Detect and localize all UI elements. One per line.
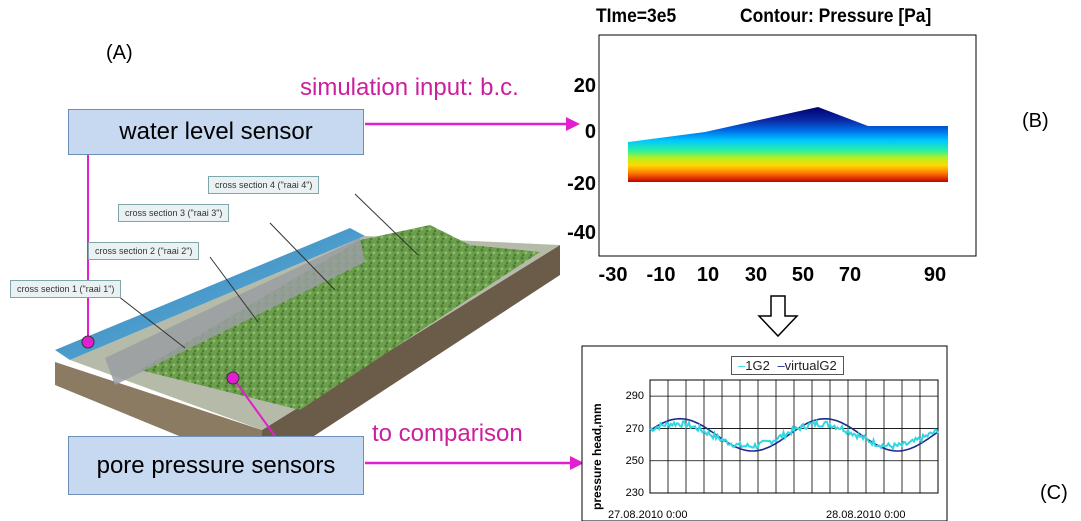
sim-y-tick: -40 [567,222,596,244]
cs1-leader [117,295,186,349]
cs3-leader [269,222,336,291]
chart-y-tick: 270 [625,423,644,435]
simulation-time-title: TIme=3e5 [596,6,677,27]
sim-x-tick: 50 [791,264,815,286]
pore-pressure-sensors-box: pore pressure sensors [68,436,364,495]
sim-x-tick: -10 [646,264,676,286]
cross-section-1-label: cross section 1 ("raai 1") [10,280,122,298]
chart-lines [649,417,939,452]
sim-y-tick: 0 [584,121,596,143]
legend-item-virtualg2: virtualG2 [784,358,837,373]
revetment [105,238,365,385]
sim-y-tick: -20 [567,173,596,195]
down-arrow [757,295,799,338]
chart-legend: –1G2 –virtualG2 [731,356,844,375]
legend-marker-virtualg2: – [777,358,785,373]
simulation-input-label: simulation input: b.c. [300,74,519,101]
series-1g2 [649,418,939,451]
chart-x-tick: 28.08.2010 0:00 [826,509,906,521]
pressure-contour [628,107,948,182]
sim-x-tick: 70 [838,264,862,286]
input-arrow-head [566,117,580,131]
cross-section-3-label: cross section 3 ("raai 3") [118,204,230,222]
cross-section-2-label: cross section 2 ("raai 2") [88,242,200,260]
compare-arrow-head [570,456,584,470]
panel-label-c: (C) [1040,482,1068,504]
pore-sensor-dot [226,371,240,385]
cross-section-4-label: cross section 4 ("raai 4") [208,176,320,194]
chart-y-tick: 250 [625,455,644,467]
sim-x-tick: 90 [923,264,947,286]
soil-side [262,245,560,470]
pore-sensor-connector [232,377,276,437]
sim-y-tick: 20 [573,75,596,97]
water-level-sensor-box: water level sensor [68,109,364,155]
grass-crest [140,225,540,410]
chart-x-tick: 27.08.2010 0:00 [608,509,688,521]
sim-x-tick: 30 [744,264,768,286]
chart-grid [649,379,939,494]
sim-x-tick: 10 [696,264,720,286]
panel-label-b: (B) [1022,110,1049,132]
sim-x-tick: -30 [598,264,628,286]
chart-y-axis-label: pressure head,mm [590,403,604,510]
panel-label-a: (A) [106,42,133,64]
chart-y-tick: 230 [625,487,644,499]
legend-item-1g2: 1G2 [745,358,770,373]
cs4-leader [354,193,419,256]
simulation-contour-title: Contour: Pressure [Pa] [740,6,932,27]
legend-marker-1g2: – [738,358,746,373]
water-strip [55,228,365,360]
cs2-leader [209,256,259,323]
chart-y-tick: 290 [625,390,644,402]
water-sensor-dot [81,335,95,349]
to-comparison-label: to comparison [372,420,523,447]
